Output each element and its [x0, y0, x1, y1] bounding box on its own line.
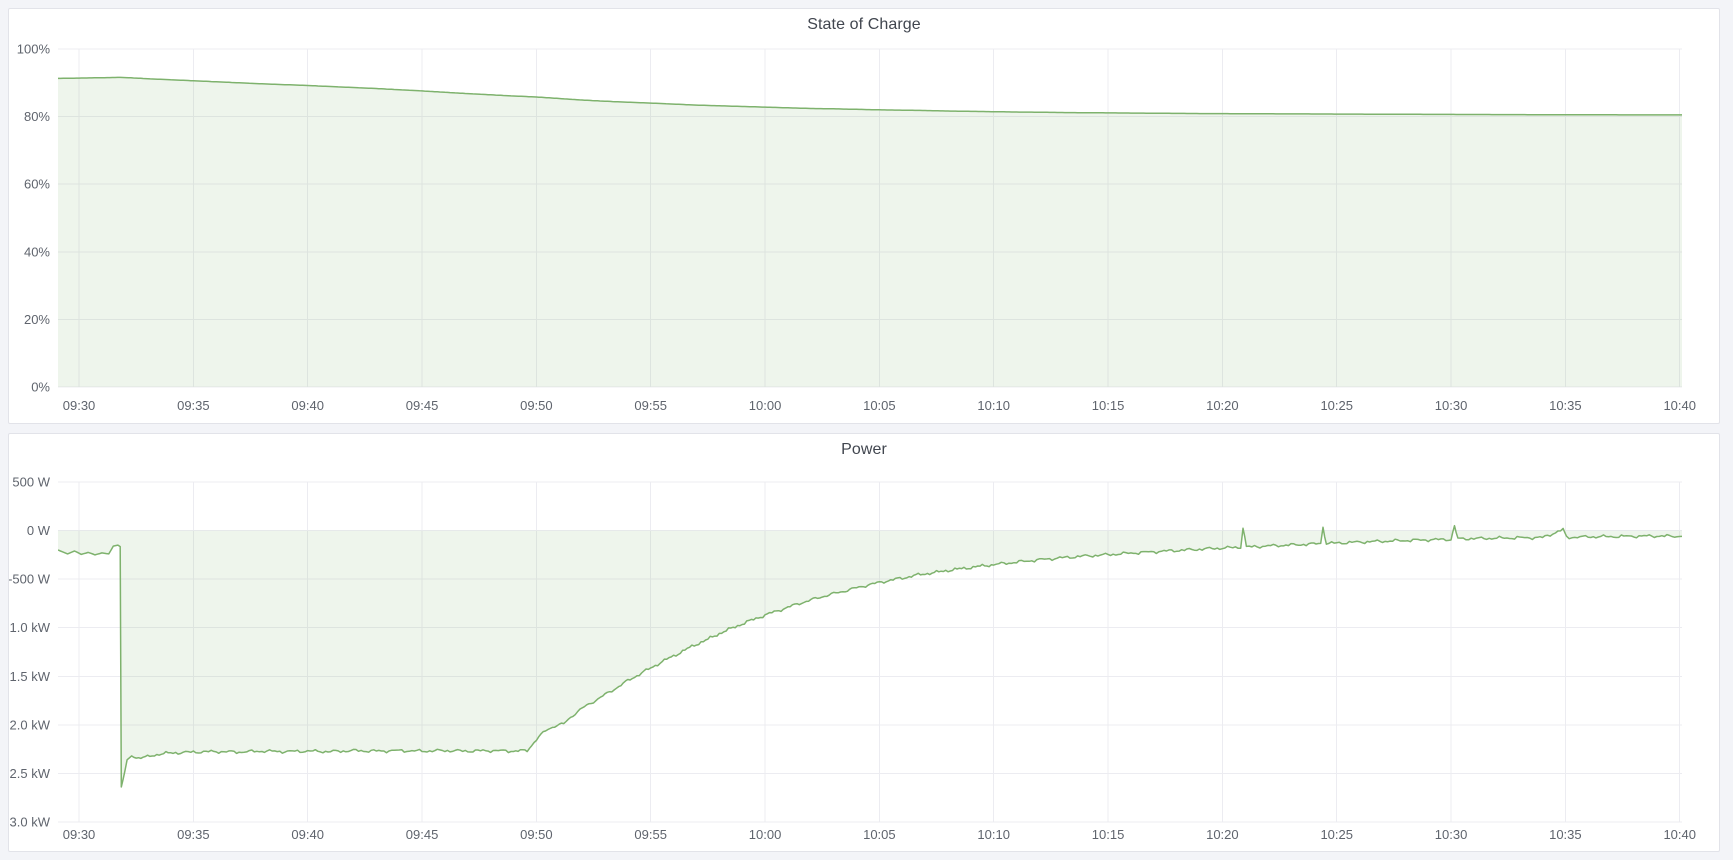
x-tick-label: 10:00 [749, 827, 782, 842]
y-tick-label: 40% [24, 244, 50, 259]
x-tick-label: 09:40 [291, 827, 324, 842]
x-tick-label: 09:45 [406, 827, 439, 842]
y-tick-label: -2.0 kW [9, 717, 51, 732]
y-tick-label: -1.0 kW [9, 620, 51, 635]
x-tick-label: 09:35 [177, 398, 210, 413]
x-tick-label: 09:50 [520, 398, 553, 413]
y-tick-label: 80% [24, 109, 50, 124]
y-tick-label: -500 W [9, 572, 51, 587]
y-tick-label: 20% [24, 312, 50, 327]
x-tick-label: 10:30 [1435, 398, 1468, 413]
x-tick-label: 09:50 [520, 827, 553, 842]
x-tick-label: 10:10 [977, 398, 1010, 413]
x-tick-label: 10:10 [977, 827, 1010, 842]
power-chart[interactable]: 500 W 0 W -500 W -1.0 kW -1.5 kW -2.0 kW -2.5 … [9, 434, 1719, 851]
chart-gridlines [58, 48, 1682, 388]
x-tick-label: 10:25 [1320, 398, 1353, 413]
x-tick-label: 09:40 [291, 398, 324, 413]
series-line [58, 76, 1682, 116]
y-tick-label: 0 W [27, 523, 51, 538]
series-area-fill [58, 525, 1682, 787]
x-tick-label: 10:00 [749, 398, 782, 413]
series-line [58, 524, 1682, 788]
x-tick-label: 09:35 [177, 827, 210, 842]
panel-title-state-of-charge[interactable]: State of Charge [807, 16, 921, 33]
x-tick-label: 09:55 [634, 827, 667, 842]
panel-power: Power 500 W 0 W -500 W -1.0 kW -1.5 kW -2.0 k… [8, 433, 1720, 852]
x-tick-label: 10:05 [863, 398, 896, 413]
x-tick-label: 09:45 [406, 398, 439, 413]
y-tick-label: 0% [31, 380, 50, 395]
y-tick-label: -2.5 kW [9, 766, 51, 781]
x-tick-label: 10:40 [1663, 827, 1696, 842]
x-tick-label: 10:15 [1092, 827, 1125, 842]
state-of-charge-chart[interactable]: 100% 80% 60% 40% 20% 0% 09:30 09:35 09:40 09:45 09… [9, 9, 1719, 423]
x-tick-label: 10:20 [1206, 398, 1239, 413]
x-tick-label: 10:05 [863, 827, 896, 842]
x-tick-label: 09:55 [634, 398, 667, 413]
x-tick-label: 10:30 [1435, 827, 1468, 842]
x-tick-label: 10:35 [1549, 398, 1582, 413]
x-tick-label: 10:35 [1549, 827, 1582, 842]
axis-labels: 500 W 0 W -500 W -1.0 kW -1.5 kW -2.0 kW -2.5 … [9, 475, 1696, 843]
axis-labels: 100% 80% 60% 40% 20% 0% 09:30 09:35 09:40 09:45 09… [17, 42, 1696, 414]
x-tick-label: 10:25 [1320, 827, 1353, 842]
y-tick-label: 100% [17, 42, 51, 57]
x-tick-label: 10:20 [1206, 827, 1239, 842]
panel-title-power[interactable]: Power [841, 441, 887, 458]
y-tick-label: -3.0 kW [9, 815, 51, 830]
y-tick-label: 500 W [12, 475, 50, 490]
series-area-fill [58, 77, 1682, 387]
x-tick-label: 10:40 [1663, 398, 1696, 413]
x-tick-label: 09:30 [63, 827, 96, 842]
y-tick-label: -1.5 kW [9, 669, 51, 684]
y-tick-label: 60% [24, 177, 50, 192]
panel-state-of-charge: State of Charge 100% 80% 60% 40% 20% 0% 09:30 0… [8, 8, 1720, 424]
x-tick-label: 10:15 [1092, 398, 1125, 413]
x-tick-label: 09:30 [63, 398, 96, 413]
chart-gridlines [58, 481, 1682, 823]
